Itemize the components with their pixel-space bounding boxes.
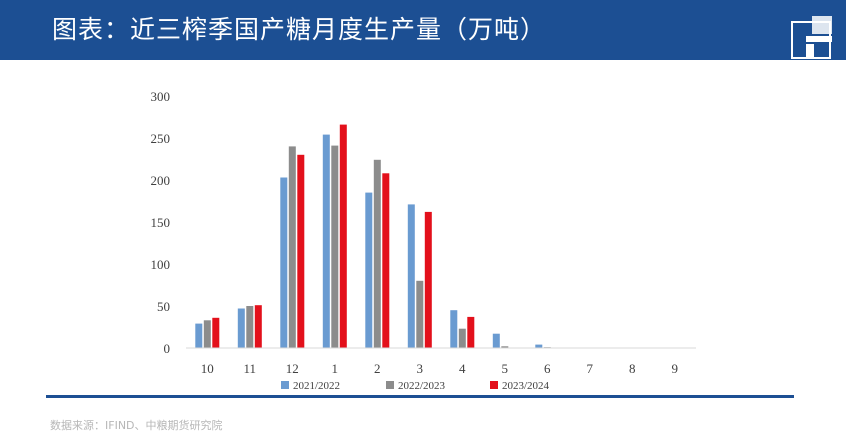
legend-label: 2022/2023 bbox=[398, 380, 446, 392]
y-tick-label: 250 bbox=[151, 131, 171, 146]
bar-2021-2022-6 bbox=[535, 344, 543, 348]
y-tick-label: 200 bbox=[151, 173, 171, 188]
legend-label: 2021/2022 bbox=[293, 380, 340, 392]
x-tick-label: 8 bbox=[629, 361, 636, 376]
bar-2022-2023-4 bbox=[458, 328, 466, 348]
y-tick-label: 150 bbox=[151, 215, 171, 230]
x-tick-label: 3 bbox=[417, 361, 424, 376]
chart-title: 图表：近三榨季国产糖月度生产量（万吨） bbox=[52, 15, 547, 44]
bar-2022-2023-5 bbox=[501, 346, 509, 348]
y-tick-label: 100 bbox=[151, 257, 171, 272]
legend-swatch bbox=[281, 381, 289, 389]
legend-label: 2023/2024 bbox=[502, 380, 550, 392]
x-tick-label: 9 bbox=[672, 361, 679, 376]
x-tick-label: 1 bbox=[332, 361, 339, 376]
bar-2021-2022-1 bbox=[322, 134, 330, 348]
legend: 2021/2022 2022/2023 2023/2024 bbox=[281, 380, 550, 392]
bar-2021-2022-11 bbox=[237, 308, 245, 348]
y-tick-label: 50 bbox=[157, 299, 170, 314]
legend-swatch bbox=[490, 381, 498, 389]
bar-2023-2024-11 bbox=[254, 305, 262, 348]
x-tick-label: 6 bbox=[544, 361, 551, 376]
bar-2023-2024-10 bbox=[212, 317, 220, 348]
bar-group bbox=[195, 124, 551, 348]
bar-2021-2022-2 bbox=[365, 192, 373, 348]
x-axis: 10 11 12 1 2 3 4 5 6 7 8 9 bbox=[201, 361, 678, 376]
bar-2021-2022-10 bbox=[195, 323, 203, 348]
x-tick-label: 10 bbox=[201, 361, 214, 376]
x-tick-label: 5 bbox=[502, 361, 509, 376]
x-tick-label: 2 bbox=[374, 361, 381, 376]
x-tick-label: 7 bbox=[587, 361, 594, 376]
bar-2022-2023-3 bbox=[416, 280, 424, 348]
bar-2022-2023-12 bbox=[288, 146, 296, 348]
bar-2021-2022-4 bbox=[450, 310, 458, 348]
bar-2022-2023-11 bbox=[246, 306, 254, 348]
x-tick-label: 12 bbox=[286, 361, 299, 376]
bar-2023-2024-4 bbox=[467, 316, 475, 348]
company-logo bbox=[791, 16, 832, 59]
bar-2021-2022-5 bbox=[492, 333, 500, 348]
y-tick-label: 300 bbox=[151, 89, 171, 104]
header-bar: 图表：近三榨季国产糖月度生产量（万吨） bbox=[0, 0, 846, 60]
footer-divider bbox=[46, 395, 794, 398]
source-note: 数据来源：IFIND、中粮期货研究院 bbox=[50, 419, 223, 432]
bar-2022-2023-10 bbox=[203, 320, 211, 348]
y-axis: 0 50 100 150 200 250 300 bbox=[151, 89, 171, 356]
bar-2022-2023-1 bbox=[331, 145, 339, 348]
bar-2023-2024-2 bbox=[382, 173, 390, 348]
bar-2021-2022-3 bbox=[407, 204, 415, 348]
bar-2023-2024-12 bbox=[297, 154, 305, 348]
bar-2023-2024-3 bbox=[424, 211, 432, 348]
y-tick-label: 0 bbox=[164, 341, 171, 356]
x-tick-label: 4 bbox=[459, 361, 466, 376]
legend-swatch bbox=[386, 381, 394, 389]
bar-2023-2024-1 bbox=[339, 124, 347, 348]
bar-2021-2022-12 bbox=[280, 177, 288, 348]
x-tick-label: 11 bbox=[244, 361, 257, 376]
bar-2022-2023-2 bbox=[373, 159, 381, 348]
